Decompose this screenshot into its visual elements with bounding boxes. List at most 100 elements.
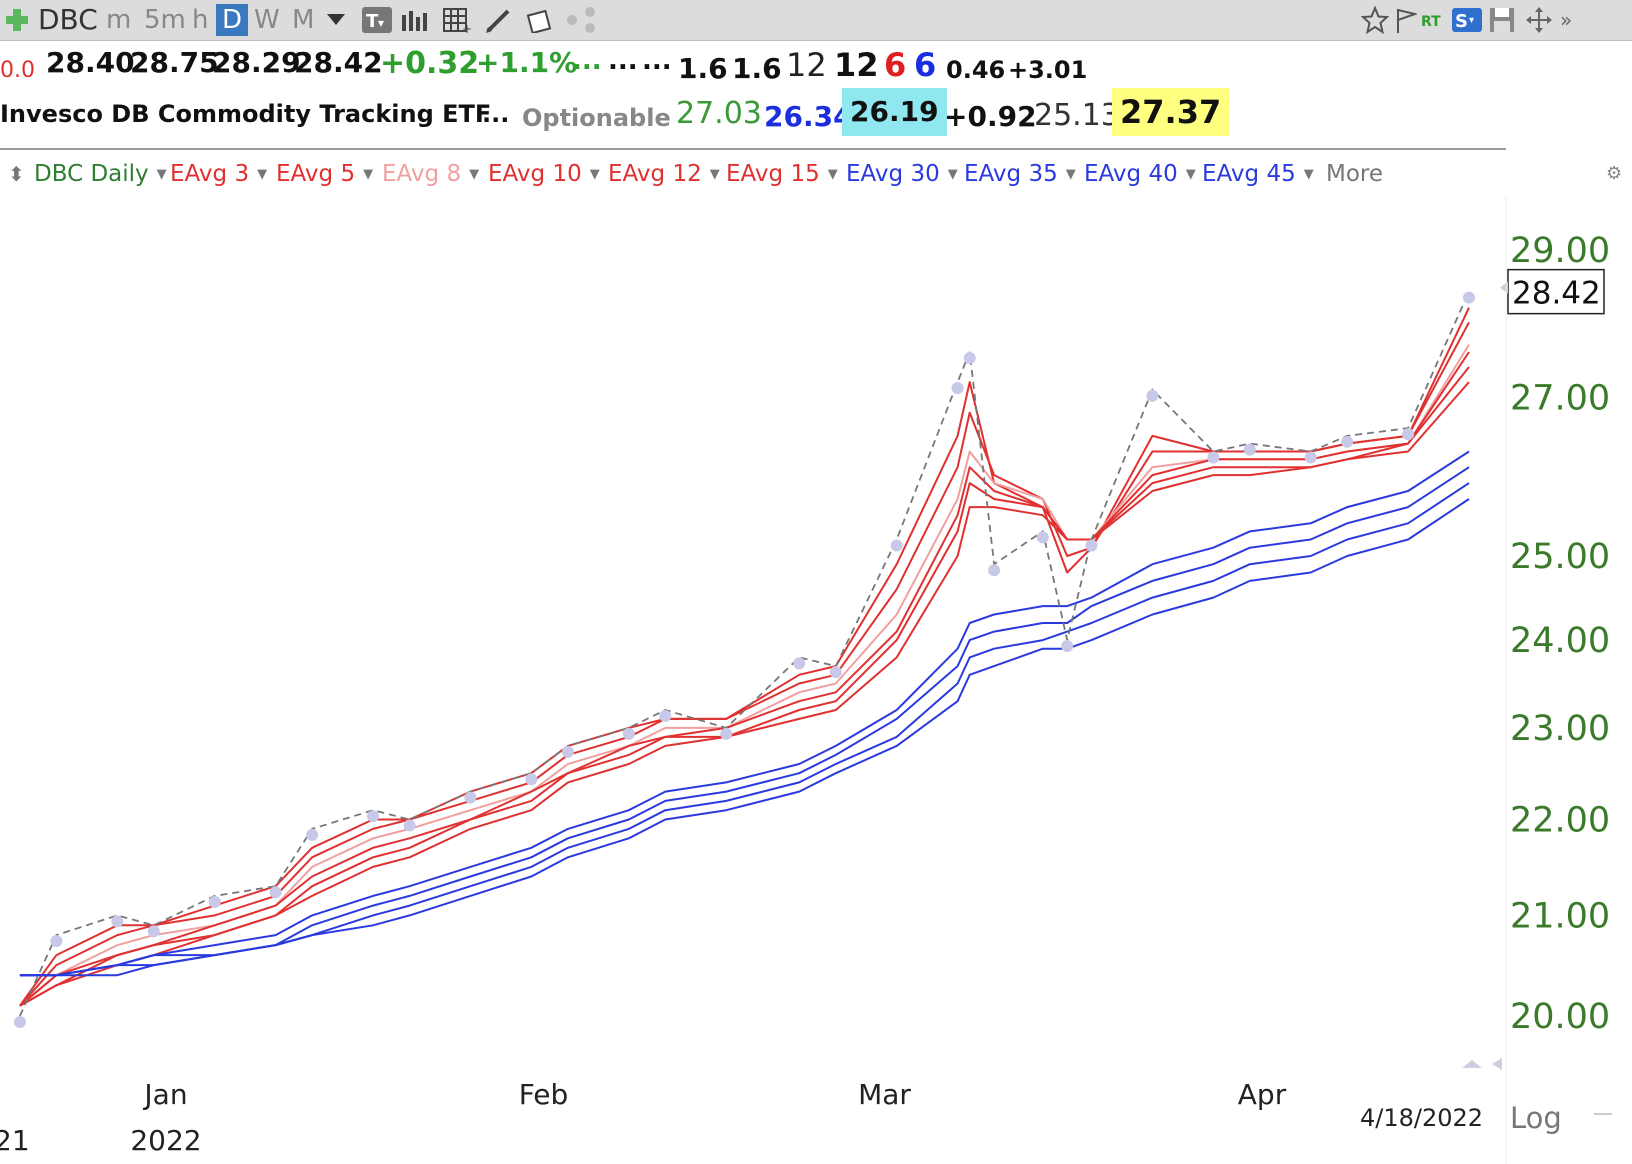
close-point xyxy=(269,886,282,899)
close-point xyxy=(147,925,160,938)
timeframe-5min[interactable]: 5m xyxy=(144,5,186,35)
quote-ellipsis-1: ... xyxy=(572,46,602,76)
x-axis: Jan Feb Mar Apr 2022 21 4/18/2022 Log xyxy=(0,1058,1612,1157)
notes-icon[interactable] xyxy=(526,6,556,34)
study-dbc-daily[interactable]: DBC Daily ▼ xyxy=(34,152,167,196)
study-eavg-30[interactable]: EAvg 30 ▼ xyxy=(846,152,958,196)
y-tick-label: 22.00 xyxy=(1510,801,1610,841)
quote-value-5: 6 xyxy=(884,46,907,84)
grid-layout-icon[interactable]: + xyxy=(442,6,472,34)
left-cut-label: 21 xyxy=(0,1124,30,1157)
close-point xyxy=(1304,451,1317,464)
series-line-eavg-15 xyxy=(19,381,1470,1007)
study-label: EAvg 12 xyxy=(608,161,702,187)
study-eavg-15[interactable]: EAvg 15 ▼ xyxy=(726,152,838,196)
quote-value-7: 0.46 xyxy=(946,56,1006,84)
reorder-handle-icon[interactable]: ⬍ xyxy=(8,162,25,186)
close-point xyxy=(464,791,477,804)
study-eavg-8[interactable]: EAvg 8 ▼ xyxy=(382,152,479,196)
timeframe-week[interactable]: W xyxy=(254,5,280,35)
scroll-left-icon[interactable] xyxy=(1492,1058,1502,1070)
close-point xyxy=(720,727,733,740)
more-studies-button[interactable]: More xyxy=(1326,161,1384,187)
study-label: EAvg 30 xyxy=(846,161,940,187)
y-tick-label: 25.00 xyxy=(1510,537,1610,577)
y-tick-label: 20.00 xyxy=(1510,997,1610,1037)
close-point xyxy=(622,727,635,740)
study-eavg-10[interactable]: EAvg 10 ▼ xyxy=(488,152,600,196)
log-scale-toggle[interactable]: Log xyxy=(1510,1101,1562,1135)
chevron-down-icon[interactable]: ▼ xyxy=(827,166,838,182)
realtime-icon[interactable]: RT xyxy=(1420,6,1446,34)
scroll-up-icon[interactable] xyxy=(1462,1060,1482,1068)
quote-value-8: +3.01 xyxy=(1008,56,1088,84)
close-point xyxy=(208,895,221,908)
study-eavg-12[interactable]: EAvg 12 ▼ xyxy=(608,152,720,196)
close-point xyxy=(1207,451,1220,464)
study-eavg-45[interactable]: EAvg 45 ▼ xyxy=(1202,152,1314,196)
chevron-down-icon[interactable]: ▼ xyxy=(1065,166,1076,182)
symbol-input[interactable]: DBC xyxy=(38,3,98,36)
svg-text:▾: ▾ xyxy=(378,16,384,30)
chevron-down-icon[interactable]: ▼ xyxy=(1303,166,1314,182)
move-icon[interactable] xyxy=(1526,6,1552,34)
add-symbol-icon[interactable] xyxy=(4,6,30,34)
flag-icon[interactable] xyxy=(1394,6,1418,34)
chevron-down-icon[interactable]: ▼ xyxy=(1185,166,1196,182)
chevron-down-icon[interactable]: ▼ xyxy=(257,166,268,182)
study-label: EAvg 8 xyxy=(382,161,462,187)
close-point xyxy=(525,773,538,786)
close-point xyxy=(988,564,1001,577)
quote-ellipsis-3: ... xyxy=(642,46,672,76)
study-label: EAvg 5 xyxy=(276,161,356,187)
price-chart[interactable]: 29.00 27.00 25.00 24.00 23.00 22.00 21.00 20.00… xyxy=(0,196,1632,1164)
chevron-down-icon[interactable]: ▼ xyxy=(469,166,480,182)
quote-change: +0.32 xyxy=(380,46,480,81)
close-point xyxy=(1402,428,1415,441)
timeframe-minute[interactable]: m xyxy=(106,5,132,35)
y-tick-label: 21.00 xyxy=(1510,896,1610,936)
chevron-down-icon[interactable]: ▼ xyxy=(709,166,720,182)
series-line-eavg-30 xyxy=(19,450,1470,977)
save-icon[interactable] xyxy=(1488,6,1516,34)
timeframe-day[interactable]: D xyxy=(216,4,249,36)
study-eavg-35[interactable]: EAvg 35 ▼ xyxy=(964,152,1076,196)
quote-value-6: 6 xyxy=(914,46,937,84)
close-point xyxy=(951,382,964,395)
study-eavg-5[interactable]: EAvg 5 ▼ xyxy=(276,152,373,196)
study-label: EAvg 10 xyxy=(488,161,582,187)
close-point xyxy=(890,539,903,552)
y-tick-label: 24.00 xyxy=(1510,621,1610,661)
close-point xyxy=(111,915,124,928)
close-point xyxy=(1061,640,1074,653)
close-point xyxy=(561,745,574,758)
chevron-down-icon[interactable]: ▼ xyxy=(947,166,958,182)
close-point xyxy=(367,810,379,823)
timeframe-hour[interactable]: h xyxy=(192,5,209,35)
close-point xyxy=(306,828,319,841)
star-icon[interactable] xyxy=(1360,6,1390,34)
study-eavg-3[interactable]: EAvg 3 ▼ xyxy=(170,152,267,196)
chevron-down-icon[interactable]: ▼ xyxy=(156,166,167,182)
security-name: Invesco DB Commodity Tracking ETF xyxy=(0,100,492,128)
study-eavg-40[interactable]: EAvg 40 ▼ xyxy=(1084,152,1196,196)
pencil-icon[interactable] xyxy=(484,6,514,34)
close-point xyxy=(1146,389,1159,402)
overflow-chevron-icon[interactable]: » xyxy=(1560,8,1573,32)
info-price-5: 25.13 xyxy=(1034,98,1120,133)
text-tool-icon[interactable]: T ▾ xyxy=(362,6,392,34)
settings-gear-icon[interactable]: ⚙ xyxy=(1606,163,1623,184)
share-icon[interactable] xyxy=(566,6,598,34)
optionable-label: Optionable xyxy=(522,104,671,132)
settings-s-icon[interactable]: S ▾ xyxy=(1452,6,1482,34)
bar-chart-icon[interactable] xyxy=(400,6,430,34)
study-label: EAvg 40 xyxy=(1084,161,1178,187)
svg-text:S: S xyxy=(1455,11,1468,32)
svg-text:T: T xyxy=(366,11,379,32)
chevron-down-icon[interactable]: ▼ xyxy=(363,166,374,182)
svg-text:RT: RT xyxy=(1421,14,1441,30)
close-point xyxy=(1085,539,1098,552)
chevron-down-icon[interactable]: ▼ xyxy=(589,166,600,182)
timeframe-month[interactable]: M xyxy=(292,5,315,35)
timeframe-dropdown-icon[interactable] xyxy=(326,6,346,34)
